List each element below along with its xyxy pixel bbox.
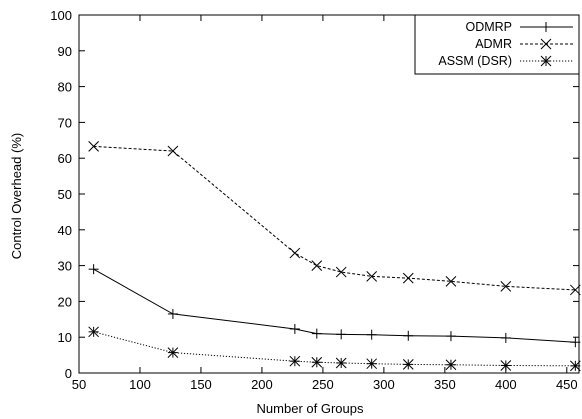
series-line-odmrp xyxy=(93,268,576,343)
x-tick-label: 100 xyxy=(129,377,151,392)
legend-marker xyxy=(540,55,552,67)
data-point-admr-stroke xyxy=(88,141,99,152)
data-point-assm-dsr-stroke xyxy=(88,326,99,338)
data-point-odmrp xyxy=(366,329,377,340)
data-point-odmrp xyxy=(289,323,300,334)
data-point-assm-dsr-stroke xyxy=(311,356,323,368)
data-point-odmrp xyxy=(500,332,511,343)
x-tick-label: 450 xyxy=(556,377,578,392)
data-point-assm-dsr-stroke xyxy=(289,355,301,367)
y-tick-label: 70 xyxy=(58,115,72,130)
data-point-assm-dsr xyxy=(366,358,378,370)
data-point-odmrp xyxy=(167,308,178,319)
legend-label: ASSM (DSR) xyxy=(438,54,512,68)
x-tick-label: 200 xyxy=(251,377,273,392)
data-point-admr-stroke xyxy=(402,272,414,284)
data-point-admr xyxy=(88,141,99,152)
data-point-assm-dsr xyxy=(167,347,179,358)
y-tick-label: 10 xyxy=(58,330,72,345)
data-point-admr xyxy=(289,247,301,259)
y-tick-label: 80 xyxy=(58,80,72,95)
data-point-assm-dsr xyxy=(402,359,414,370)
series-line-assm-dsr xyxy=(93,331,576,367)
x-tick-label: 350 xyxy=(434,377,456,392)
y-tick-label: 20 xyxy=(58,294,72,309)
y-tick-label: 30 xyxy=(58,259,72,274)
x-tick-label: 150 xyxy=(190,377,212,392)
y-axis-label: Control Overhead (%) xyxy=(9,133,24,259)
data-point-admr-stroke xyxy=(500,281,512,292)
y-tick-label: 60 xyxy=(58,151,72,166)
data-point-admr-stroke xyxy=(445,275,457,287)
data-point-assm-dsr xyxy=(500,360,512,371)
data-point-admr xyxy=(500,281,512,292)
legend-label: ADMR xyxy=(475,37,512,51)
legend-label: ODMRP xyxy=(465,20,512,34)
data-point-odmrp xyxy=(336,329,347,340)
x-axis-label: Number of Groups xyxy=(257,401,364,416)
data-point-admr-stroke xyxy=(335,266,347,278)
data-point-assm-dsr-stroke xyxy=(445,359,457,371)
x-tick-label: 300 xyxy=(373,377,395,392)
data-point-assm-dsr-stroke xyxy=(569,360,581,372)
data-point-admr-stroke xyxy=(569,284,581,296)
data-point-admr-stroke xyxy=(311,260,323,271)
y-tick-label: 50 xyxy=(58,187,72,202)
data-point-assm-dsr xyxy=(569,360,581,372)
data-point-assm-dsr xyxy=(445,359,457,371)
data-point-assm-dsr-stroke xyxy=(402,359,414,370)
data-point-assm-dsr-stroke xyxy=(366,358,378,370)
x-tick-label: 400 xyxy=(495,377,517,392)
data-point-assm-dsr xyxy=(289,355,301,367)
y-tick-label: 100 xyxy=(50,8,72,23)
y-tick-label: 90 xyxy=(58,44,72,59)
data-point-odmrp xyxy=(403,330,414,341)
legend-marker xyxy=(540,38,552,50)
data-point-admr xyxy=(569,284,581,296)
series-line-admr xyxy=(93,145,576,291)
legend-marker-stroke xyxy=(540,38,552,50)
data-point-odmrp xyxy=(88,264,99,275)
data-point-odmrp xyxy=(570,337,581,348)
data-point-admr xyxy=(335,266,347,278)
data-point-assm-dsr-stroke xyxy=(335,357,347,369)
series-layer xyxy=(88,141,581,372)
y-tick-label: 0 xyxy=(65,366,72,381)
legend: ODMRP ADMR ASSM (DSR) xyxy=(414,14,580,75)
data-point-admr xyxy=(445,275,457,287)
data-point-assm-dsr xyxy=(311,356,323,368)
data-point-admr-stroke xyxy=(167,145,179,157)
data-point-admr xyxy=(402,272,414,284)
y-tick-label: 40 xyxy=(58,223,72,238)
data-point-assm-dsr xyxy=(335,357,347,369)
data-point-odmrp xyxy=(445,331,456,342)
data-point-admr xyxy=(366,270,378,282)
data-point-admr-stroke xyxy=(366,270,378,282)
legend-marker xyxy=(541,22,551,32)
data-point-admr xyxy=(167,145,179,157)
data-point-odmrp xyxy=(311,328,322,339)
data-point-assm-dsr-stroke xyxy=(500,360,512,371)
data-point-assm-dsr xyxy=(88,326,99,338)
data-point-admr-stroke xyxy=(289,247,301,259)
data-point-admr xyxy=(311,260,323,271)
axes: 50 100 150 200 250 300 350 400 450 0 10 20 30 40 50 60 7… xyxy=(50,8,580,392)
legend-marker-stroke xyxy=(540,55,552,67)
x-tick-label: 250 xyxy=(312,377,334,392)
x-tick-label: 50 xyxy=(72,377,86,392)
data-point-assm-dsr-stroke xyxy=(167,347,179,358)
